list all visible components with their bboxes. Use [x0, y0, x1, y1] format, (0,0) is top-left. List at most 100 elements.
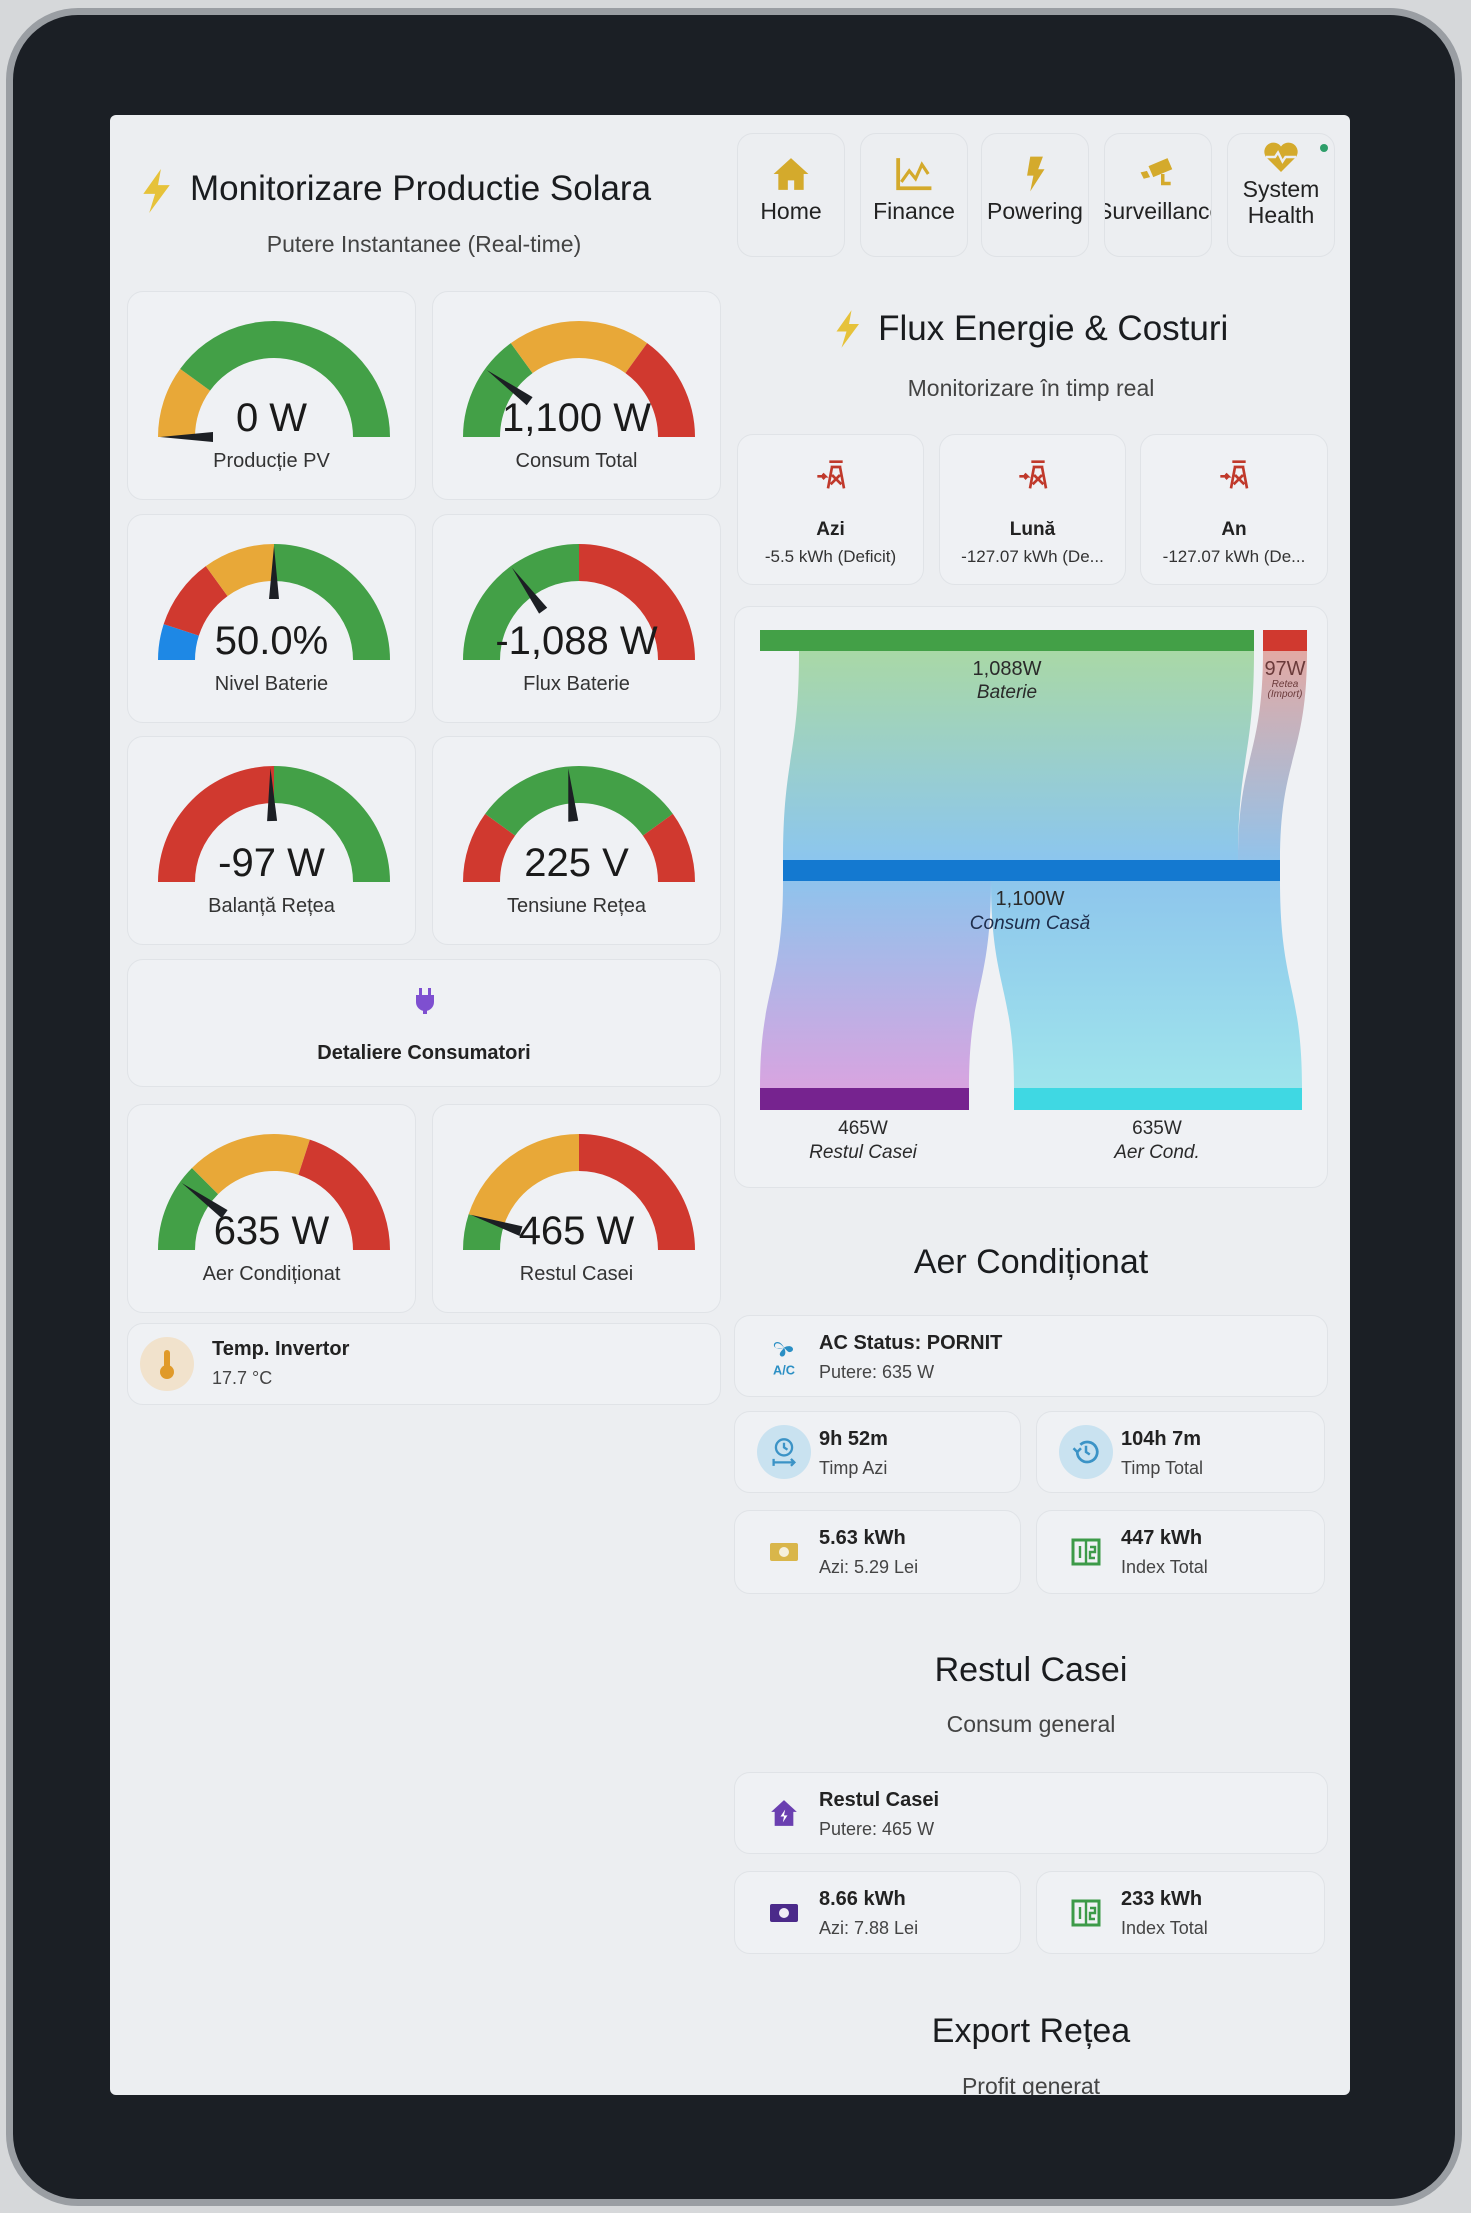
ac-time-today-label: Timp Azi	[819, 1458, 888, 1478]
gauge-needle	[470, 1214, 523, 1236]
gauge-value: 50.0%	[214, 619, 329, 663]
gauge-segment	[463, 343, 533, 437]
page-subtitle: Putere Instantanee (Real-time)	[266, 231, 582, 257]
nav-label: Powering	[987, 198, 1083, 224]
gauge-segment	[158, 368, 211, 437]
nav-system-health-button[interactable]: System Health	[1227, 133, 1335, 257]
flow-grid-to-house	[1238, 651, 1307, 860]
gauge-segment	[274, 544, 390, 660]
ac-value: 635W	[1132, 1118, 1182, 1139]
gauge-label: Producție PV	[213, 450, 330, 472]
gauge-segment	[463, 544, 579, 660]
consumers-detail-card[interactable]: Detaliere Consumatori	[127, 959, 721, 1087]
stat-title: An	[1221, 519, 1247, 540]
ac-time-total-card[interactable]: 104h 7m Timp Total	[1036, 1411, 1325, 1493]
rest-section-title: Restul Casei	[934, 1651, 1128, 1689]
gauge-value: 225 V	[524, 841, 629, 885]
node-house-consumption	[783, 860, 1280, 881]
counter-icon	[1059, 1886, 1113, 1940]
flow-house-to-ac	[991, 881, 1302, 1088]
stat-title: Lună	[1009, 519, 1056, 540]
ac-section-title: Aer Condiționat	[913, 1243, 1149, 1281]
nav-home-button[interactable]: Home	[737, 133, 845, 257]
gauge-dial	[158, 766, 390, 882]
gauge-dial	[463, 321, 695, 437]
gauge-segment	[191, 1134, 310, 1195]
gauge-card[interactable]: 1,100 W Consum Total	[432, 291, 721, 500]
gauge-card[interactable]: -97 W Balanță Rețea	[127, 736, 416, 945]
gauge-card[interactable]: 225 V Tensiune Rețea	[432, 736, 721, 945]
gauge-segment	[579, 544, 695, 660]
ac-time-total: 104h 7m	[1121, 1428, 1202, 1450]
gauge-needle	[568, 768, 579, 822]
export-section-title: Export Rețea	[931, 2012, 1131, 2050]
stat-card-month[interactable]: Lună -127.07 kWh (De...	[939, 434, 1126, 585]
svg-text:A/C: A/C	[773, 1362, 795, 1376]
gauge-dial	[463, 544, 695, 660]
rest-cost-today: Azi: 7.88 Lei	[819, 1918, 919, 1938]
gauge-segment	[485, 766, 673, 836]
rest-index-card[interactable]: 233 kWh Index Total	[1036, 1871, 1325, 1954]
home-lightning-icon	[757, 1786, 811, 1840]
nav-surveillance-button[interactable]: Surveillance	[1104, 133, 1212, 257]
transmission-tower-import-icon	[1019, 460, 1048, 489]
nav-powering-button[interactable]: Powering	[981, 133, 1089, 257]
ac-energy-today: 5.63 kWh	[819, 1527, 906, 1549]
flux-title: Flux Energie & Costuri	[878, 309, 1229, 348]
ac-index-card[interactable]: 447 kWh Index Total	[1036, 1510, 1325, 1594]
nav-finance-button[interactable]: Finance	[860, 133, 968, 257]
stat-card-today[interactable]: Azi -5.5 kWh (Deficit)	[737, 434, 924, 585]
ac-status: AC Status: PORNIT	[819, 1332, 1003, 1354]
node-air-conditioning	[1014, 1088, 1302, 1110]
ac-index-label: Index Total	[1121, 1557, 1208, 1577]
heart-pulse-icon	[1264, 142, 1298, 172]
rest-power: Putere: 465 W	[819, 1819, 935, 1839]
gauge-needle	[181, 1182, 228, 1219]
stat-card-year[interactable]: An -127.07 kWh (De...	[1140, 434, 1328, 585]
gauge-label: Flux Baterie	[523, 673, 630, 695]
gauge-card[interactable]: 0 W Producție PV	[127, 291, 416, 500]
gauge-label: Balanță Rețea	[208, 895, 335, 917]
gauge-label: Aer Condiționat	[202, 1263, 341, 1285]
gauge-segment	[180, 321, 390, 437]
rest-section-subtitle: Consum general	[946, 1711, 1116, 1737]
rest-index: 233 kWh	[1121, 1888, 1203, 1910]
cash-icon	[757, 1525, 811, 1579]
node-battery	[760, 630, 1254, 651]
lightning-icon	[1027, 156, 1045, 192]
rest-name: Restul Casei	[819, 1789, 940, 1811]
ac-status-card[interactable]: A/C AC Status: PORNIT Putere: 635 W	[734, 1315, 1328, 1397]
gauge-card[interactable]: 465 W Restul Casei	[432, 1104, 721, 1313]
rest-status-card[interactable]: Restul Casei Putere: 465 W	[734, 1772, 1328, 1854]
gauge-dial	[158, 1134, 390, 1250]
stat-value: -5.5 kWh (Deficit)	[764, 547, 897, 566]
ac-label: Aer Cond.	[1113, 1142, 1200, 1163]
nav-label: Finance	[873, 198, 955, 224]
gauge-segment	[468, 1134, 579, 1226]
transmission-tower-import-icon	[817, 460, 846, 489]
history-icon	[1059, 1425, 1113, 1479]
rest-energy-today: 8.66 kWh	[819, 1888, 906, 1910]
gauge-card[interactable]: 50.0% Nivel Baterie	[127, 514, 416, 723]
ac-energy-today-card[interactable]: 5.63 kWh Azi: 5.29 Lei	[734, 1510, 1021, 1594]
nav-label: Home	[760, 198, 822, 224]
gauge-card[interactable]: -1,088 W Flux Baterie	[432, 514, 721, 723]
ac-time-total-label: Timp Total	[1121, 1458, 1204, 1478]
ac-index: 447 kWh	[1121, 1527, 1203, 1549]
gauge-needle	[269, 546, 279, 599]
gauge-label: Restul Casei	[519, 1263, 634, 1285]
ac-time-today-card[interactable]: 9h 52m Timp Azi	[734, 1411, 1021, 1493]
gauge-label: Consum Total	[515, 450, 638, 472]
battery-value: 1,088W	[973, 658, 1042, 680]
inverter-temp-card[interactable]: Temp. Invertor 17.7 °C	[127, 1323, 721, 1405]
gauge-value: -97 W	[218, 841, 325, 885]
gauge-card[interactable]: 635 W Aer Condiționat	[127, 1104, 416, 1313]
rest-energy-today-card[interactable]: 8.66 kWh Azi: 7.88 Lei	[734, 1871, 1021, 1954]
node-grid-import	[1263, 630, 1307, 651]
gauge-segment	[158, 1167, 219, 1250]
gauge-dial	[158, 321, 390, 442]
gauge-segment	[510, 321, 648, 374]
rest-index-label: Index Total	[1121, 1918, 1208, 1938]
nav-label: System Health	[1242, 176, 1320, 228]
gauge-needle	[511, 567, 548, 614]
